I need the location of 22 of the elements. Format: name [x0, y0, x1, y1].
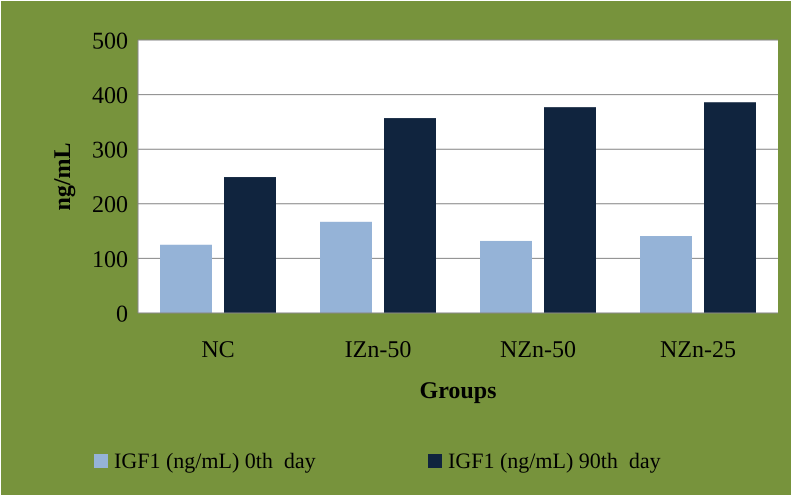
- bar: [224, 177, 276, 313]
- x-axis-title: Groups: [420, 378, 496, 404]
- x-tick-label: NZn-50: [500, 337, 576, 363]
- y-tick-label: 400: [92, 83, 128, 109]
- x-tick-label: NC: [201, 337, 235, 363]
- bar: [480, 240, 532, 313]
- legend-label: IGF1 (ng/mL) 0th day: [114, 448, 316, 473]
- y-tick-label: 500: [92, 28, 128, 54]
- bar: [160, 244, 212, 313]
- bar: [384, 118, 436, 313]
- bar: [544, 107, 596, 313]
- x-tick-label: NZn-25: [660, 337, 736, 363]
- y-tick-label: 100: [92, 246, 128, 273]
- y-tick-label: 300: [92, 138, 128, 164]
- x-tick-label: IZn-50: [344, 337, 412, 363]
- y-tick-label: 0: [116, 301, 128, 328]
- bar: [640, 236, 692, 313]
- legend-label: IGF1 (ng/mL) 90th day: [448, 448, 661, 473]
- y-tick-label: 200: [92, 192, 128, 218]
- bar: [704, 102, 756, 313]
- bar: [320, 222, 372, 313]
- y-axis-title: ng/mL: [50, 142, 76, 211]
